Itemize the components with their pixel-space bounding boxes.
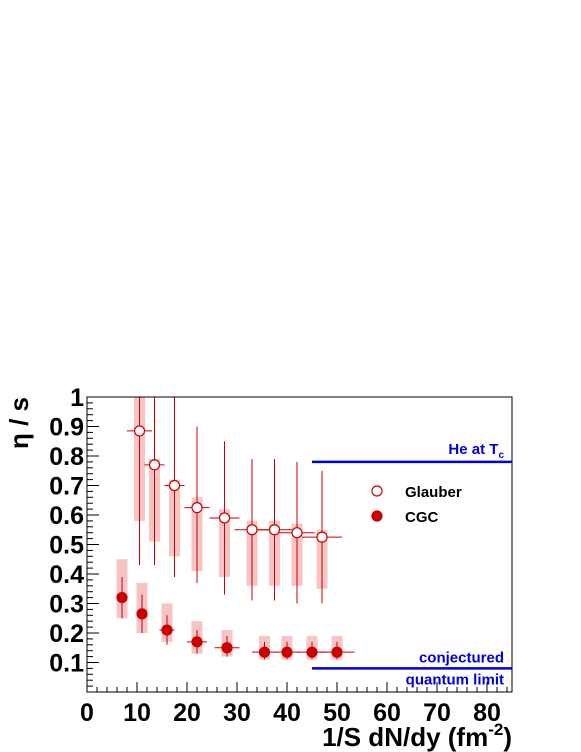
y-tick-label: 0.4 [49, 561, 84, 589]
he-at-tc-label-sub: c [498, 450, 504, 461]
x-axis: 0 10 20 30 40 50 60 70 80 [80, 682, 508, 727]
x-tick-label: 50 [323, 699, 351, 727]
x-tick-label: 70 [423, 699, 451, 727]
x-tick-label: 80 [473, 699, 501, 727]
legend-marker-cgc [371, 510, 383, 522]
x-tick-label: 0 [80, 699, 94, 727]
x-axis-title-sup: -2 [488, 720, 503, 739]
glauber-point [133, 425, 146, 437]
y-tick-label: 0.6 [49, 502, 84, 530]
y-tick-label: 1 [70, 384, 84, 412]
cgc-point [191, 636, 203, 648]
x-axis-title-main: 1/S dN/dy (fm [322, 722, 488, 752]
y-tick-label: 0.7 [49, 473, 84, 501]
he-at-tc-label-main: He at T [448, 441, 498, 458]
legend-label-cgc: CGC [405, 509, 439, 526]
quantum-limit-label-line1: conjectured [419, 649, 504, 666]
x-tick-label: 10 [123, 699, 151, 727]
data-points [116, 425, 343, 658]
glauber-point [148, 459, 161, 471]
cgc-point [116, 591, 128, 604]
legend-label-glauber: Glauber [405, 484, 462, 501]
x-tick-label: 40 [273, 699, 301, 727]
cgc-point [161, 624, 173, 636]
glauber-point [316, 531, 328, 543]
y-axis-title: η / s [4, 397, 34, 449]
cgc-point [136, 608, 148, 620]
legend-marker-glauber [371, 485, 383, 497]
glauber-point [168, 479, 181, 492]
quantum-limit-label-line2: quantum limit [406, 671, 504, 688]
y-axis: 0.10.20.30.40.50.60.70.80.91 [49, 384, 99, 693]
x-axis-title-close: ) [503, 722, 512, 752]
glauber-point [291, 527, 303, 539]
reference-lines [312, 460, 512, 670]
y-tick-label: 0.8 [49, 443, 84, 471]
glauber-point [246, 524, 258, 536]
x-axis-title: 1/S dN/dy (fm-2) [322, 720, 512, 752]
y-tick-label: 0.5 [49, 532, 84, 560]
legend: Glauber CGC [371, 484, 462, 526]
cgc-point [331, 646, 343, 658]
glauber-point [268, 524, 281, 536]
y-tick-label: 0.2 [49, 620, 84, 648]
glauber-point [218, 512, 231, 524]
cgc-point [306, 646, 318, 658]
x-tick-label: 60 [373, 699, 401, 727]
x-tick-label: 30 [223, 699, 251, 727]
glauber-point [191, 502, 203, 514]
y-tick-label: 0.1 [49, 650, 84, 678]
y-tick-label: 0.9 [49, 414, 84, 442]
cgc-point [281, 646, 293, 658]
x-tick-label: 20 [173, 699, 201, 727]
cgc-point [221, 642, 233, 654]
cgc-point [258, 646, 271, 658]
y-tick-label: 0.3 [49, 591, 84, 619]
he-at-tc-label: He at Tc [448, 441, 504, 461]
